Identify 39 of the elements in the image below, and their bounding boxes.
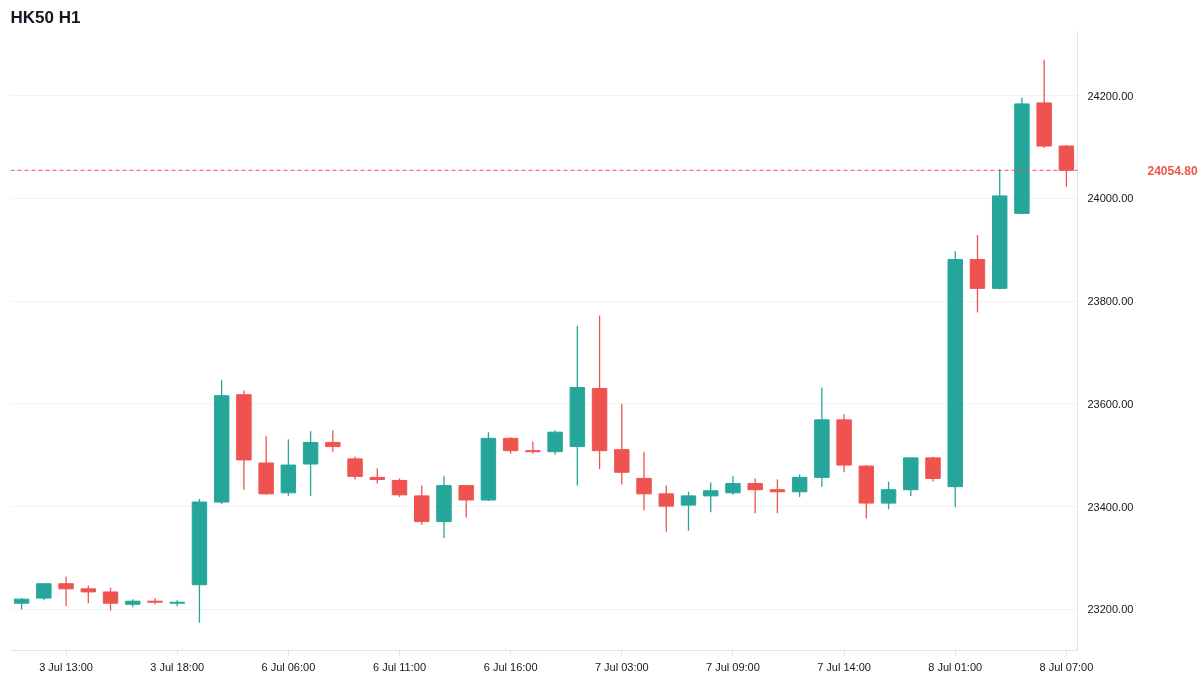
candlestick [102,587,119,612]
y-tick-label: 23800.00 [1087,295,1134,308]
candlestick [58,575,74,607]
x-tick-label: 3 Jul 13:00 [39,660,93,673]
x-tick-label: 8 Jul 01:00 [928,660,983,673]
candlestick [925,456,941,483]
candlestick [880,480,897,510]
y-tick-label: 24000.00 [1087,192,1134,205]
x-tick-label: 6 Jul 06:00 [261,660,316,673]
x-tick-label: 3 Jul 18:00 [150,660,205,673]
candlestick [325,429,341,453]
candlestick [147,597,163,605]
candlestick [525,440,541,455]
candlestick [458,484,474,519]
x-tick-label: 7 Jul 09:00 [706,660,760,673]
y-tick-label: 23400.00 [1087,500,1134,513]
candlestick [347,456,363,481]
candlestick [547,429,563,456]
candlestick [302,430,319,497]
candlestick [614,403,630,486]
candlestick [391,477,408,498]
candlestick [725,475,741,496]
candlestick [636,451,652,511]
candlestick [658,484,674,533]
x-tick-label: 7 Jul 14:00 [817,660,872,673]
x-tick-label: 6 Jul 16:00 [483,660,538,673]
candlestick [747,477,763,514]
x-tick-label: 8 Jul 07:00 [1039,660,1094,673]
y-tick-label: 24200.00 [1087,89,1134,102]
y-tick-label: 23200.00 [1087,603,1134,616]
candlestick [791,473,808,498]
ref-line-label: 24054.80 [1147,163,1198,178]
candlestick [680,491,697,532]
x-tick-label: 6 Jul 11:00 [373,660,427,673]
candlestick [769,478,786,514]
chart-title: HK50 H1 [10,7,81,27]
x-tick-label: 7 Jul 03:00 [594,660,649,673]
y-tick-label: 23600.00 [1087,397,1134,410]
candlestick [702,481,719,513]
